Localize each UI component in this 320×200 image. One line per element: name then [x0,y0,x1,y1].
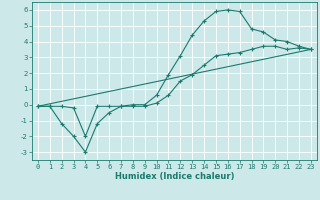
X-axis label: Humidex (Indice chaleur): Humidex (Indice chaleur) [115,172,234,181]
